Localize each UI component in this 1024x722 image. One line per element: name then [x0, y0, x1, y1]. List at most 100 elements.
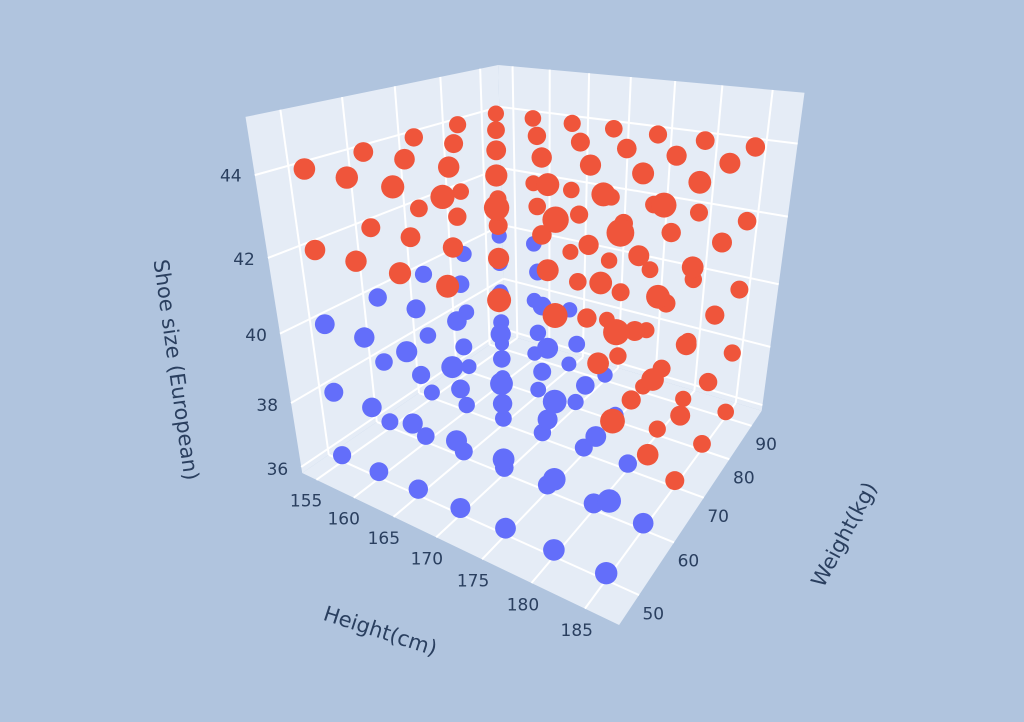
data-point	[406, 299, 426, 319]
data-point	[361, 218, 381, 238]
data-point	[712, 232, 732, 253]
data-point	[569, 273, 587, 291]
data-point	[600, 408, 625, 434]
y-tick-label: 80	[733, 468, 755, 488]
data-point	[492, 394, 513, 414]
data-point	[423, 384, 440, 401]
data-point	[568, 335, 586, 353]
data-point	[495, 410, 512, 427]
data-point	[681, 256, 704, 279]
data-point	[458, 396, 475, 414]
data-point	[527, 126, 547, 146]
x-tick-label: 155	[290, 492, 322, 512]
data-point	[745, 137, 766, 157]
data-point	[419, 327, 437, 344]
data-point	[606, 218, 635, 247]
data-point	[495, 517, 516, 539]
data-point	[324, 382, 344, 402]
data-point	[688, 170, 712, 194]
data-point	[632, 512, 654, 534]
grid-line	[503, 277, 771, 348]
data-point	[490, 372, 513, 396]
x-tick-label: 160	[327, 510, 359, 530]
data-point	[532, 225, 552, 245]
data-point	[717, 403, 734, 421]
data-point	[524, 110, 542, 127]
data-point	[402, 413, 423, 434]
x-tick-label: 175	[457, 572, 489, 592]
data-point	[537, 337, 559, 359]
data-point	[461, 359, 477, 375]
data-point	[542, 206, 569, 233]
data-point	[537, 409, 558, 430]
z-tick-label: 44	[220, 167, 242, 187]
data-point	[452, 183, 470, 200]
data-point	[562, 243, 579, 260]
data-point	[441, 356, 464, 379]
data-point	[353, 142, 374, 162]
data-point	[488, 216, 508, 235]
data-point	[446, 430, 467, 452]
data-point	[585, 426, 607, 447]
data-point	[483, 195, 510, 221]
data-point	[543, 468, 566, 491]
data-point	[675, 390, 692, 407]
data-point	[570, 132, 590, 152]
data-point	[542, 303, 568, 328]
data-point	[485, 164, 508, 187]
data-point	[646, 284, 670, 309]
data-point	[570, 205, 589, 224]
data-point	[404, 128, 423, 147]
data-point	[578, 234, 599, 255]
data-point	[641, 261, 659, 279]
data-point	[492, 448, 515, 471]
data-point	[528, 197, 546, 216]
data-point	[449, 116, 467, 134]
data-point	[705, 305, 725, 325]
data-point	[487, 105, 504, 122]
grid-line	[300, 328, 506, 468]
data-point	[730, 280, 749, 299]
data-point	[417, 427, 435, 445]
grid-line	[267, 166, 502, 259]
data-point	[455, 338, 473, 356]
grid-line	[734, 89, 774, 404]
data-point	[450, 498, 471, 518]
data-point	[354, 327, 375, 348]
data-point	[412, 365, 431, 385]
data-point	[600, 252, 618, 269]
data-point	[543, 539, 565, 561]
z-tick-label: 40	[245, 326, 267, 346]
data-point	[651, 192, 677, 218]
data-point	[530, 381, 547, 398]
data-point	[400, 227, 421, 248]
data-point	[448, 207, 467, 226]
data-point	[632, 162, 655, 185]
data-point	[577, 308, 597, 328]
data-point	[591, 182, 616, 207]
data-point	[636, 443, 659, 466]
data-point	[304, 239, 326, 261]
x-tick-label: 170	[411, 549, 443, 569]
data-point	[536, 173, 560, 197]
x-tick-label: 180	[507, 595, 539, 615]
data-point	[648, 125, 668, 144]
data-point	[375, 353, 393, 371]
data-point	[648, 420, 666, 438]
data-point	[589, 271, 613, 295]
data-point	[693, 435, 711, 453]
data-point	[444, 134, 464, 154]
data-point	[579, 154, 602, 176]
data-point	[490, 324, 511, 345]
data-point	[362, 397, 382, 418]
data-point	[695, 131, 715, 151]
grid-line	[499, 105, 798, 145]
data-point	[487, 121, 505, 139]
data-point	[624, 321, 645, 341]
data-point	[690, 203, 708, 222]
points	[293, 105, 766, 585]
data-point	[394, 148, 415, 170]
data-point	[567, 393, 584, 411]
data-point	[563, 114, 581, 132]
